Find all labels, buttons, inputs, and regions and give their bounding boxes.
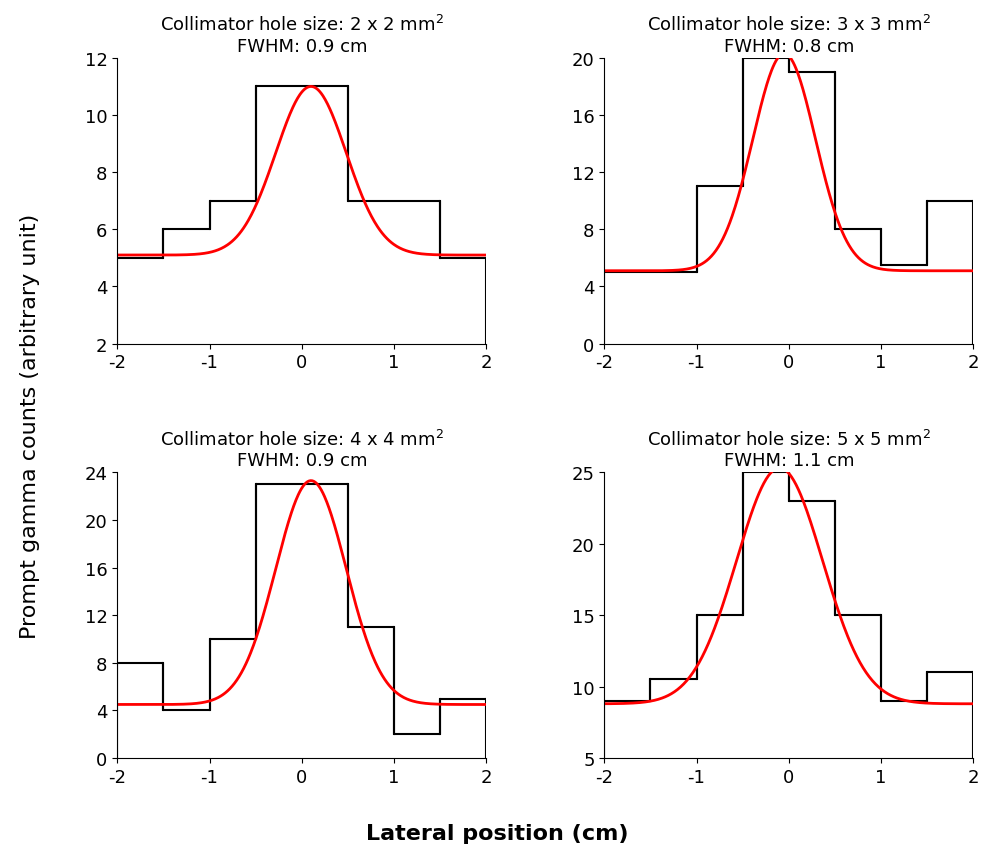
Title: Collimator hole size: 3 x 3 mm$^{2}$
FWHM: 0.8 cm: Collimator hole size: 3 x 3 mm$^{2}$ FWH… <box>647 15 930 56</box>
Text: Lateral position (cm): Lateral position (cm) <box>366 824 628 843</box>
Title: Collimator hole size: 2 x 2 mm$^{2}$
FWHM: 0.9 cm: Collimator hole size: 2 x 2 mm$^{2}$ FWH… <box>160 15 443 56</box>
Title: Collimator hole size: 5 x 5 mm$^{2}$
FWHM: 1.1 cm: Collimator hole size: 5 x 5 mm$^{2}$ FWH… <box>647 429 930 469</box>
Text: Prompt gamma counts (arbitrary unit): Prompt gamma counts (arbitrary unit) <box>20 214 40 638</box>
Title: Collimator hole size: 4 x 4 mm$^{2}$
FWHM: 0.9 cm: Collimator hole size: 4 x 4 mm$^{2}$ FWH… <box>160 429 443 469</box>
